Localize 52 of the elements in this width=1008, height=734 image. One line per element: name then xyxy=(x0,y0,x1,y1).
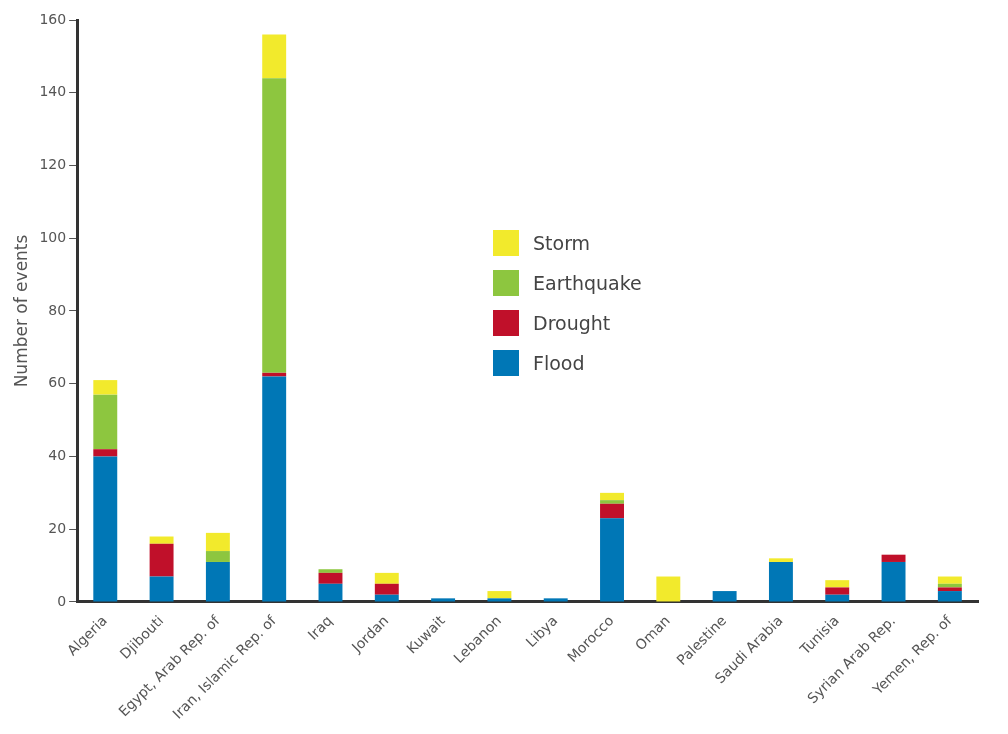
bar xyxy=(937,591,962,602)
bar xyxy=(318,583,343,602)
bar xyxy=(881,561,906,602)
bar xyxy=(543,598,568,602)
x-tick-label: Iraq xyxy=(304,612,336,643)
bar xyxy=(318,569,343,573)
bar xyxy=(149,543,174,577)
bar xyxy=(374,583,399,595)
bar xyxy=(374,572,399,584)
bar xyxy=(825,580,850,588)
bar xyxy=(937,576,962,584)
y-tick-label: 160 xyxy=(39,10,67,27)
y-tick-label: 20 xyxy=(48,519,67,536)
bar xyxy=(149,536,174,544)
bar xyxy=(205,561,230,602)
y-tick-label: 140 xyxy=(39,83,67,100)
bar xyxy=(600,500,624,504)
bar xyxy=(93,380,118,395)
bar xyxy=(431,598,456,602)
y-tick-label: 40 xyxy=(48,447,67,464)
bar xyxy=(881,554,906,562)
bar xyxy=(93,456,118,602)
y-tick-label: 0 xyxy=(57,592,67,609)
bar xyxy=(600,492,624,501)
bar xyxy=(262,34,287,79)
legend-label: Earthquake xyxy=(533,272,642,294)
bar xyxy=(712,591,737,602)
y-tick-label: 120 xyxy=(39,156,67,173)
legend-label: Drought xyxy=(533,312,611,334)
bar xyxy=(487,598,512,602)
bar xyxy=(768,558,793,562)
bar xyxy=(93,449,118,457)
legend-label: Storm xyxy=(533,232,591,254)
bar xyxy=(205,532,230,552)
bar xyxy=(768,561,793,602)
bar xyxy=(93,394,118,450)
bar xyxy=(600,518,624,602)
bar xyxy=(656,576,681,602)
bar xyxy=(262,78,287,373)
y-tick-label: 60 xyxy=(48,374,67,391)
legend-label: Flood xyxy=(533,352,585,374)
y-tick-label: 80 xyxy=(48,301,67,318)
bar xyxy=(937,587,962,592)
bar xyxy=(825,587,850,595)
bar xyxy=(600,503,624,519)
bar xyxy=(149,576,174,602)
bar xyxy=(205,551,230,562)
bar xyxy=(487,591,512,599)
y-axis-title: Number of events xyxy=(10,234,31,388)
bar xyxy=(262,376,287,602)
bar xyxy=(318,572,343,584)
y-tick-label: 100 xyxy=(39,228,67,245)
